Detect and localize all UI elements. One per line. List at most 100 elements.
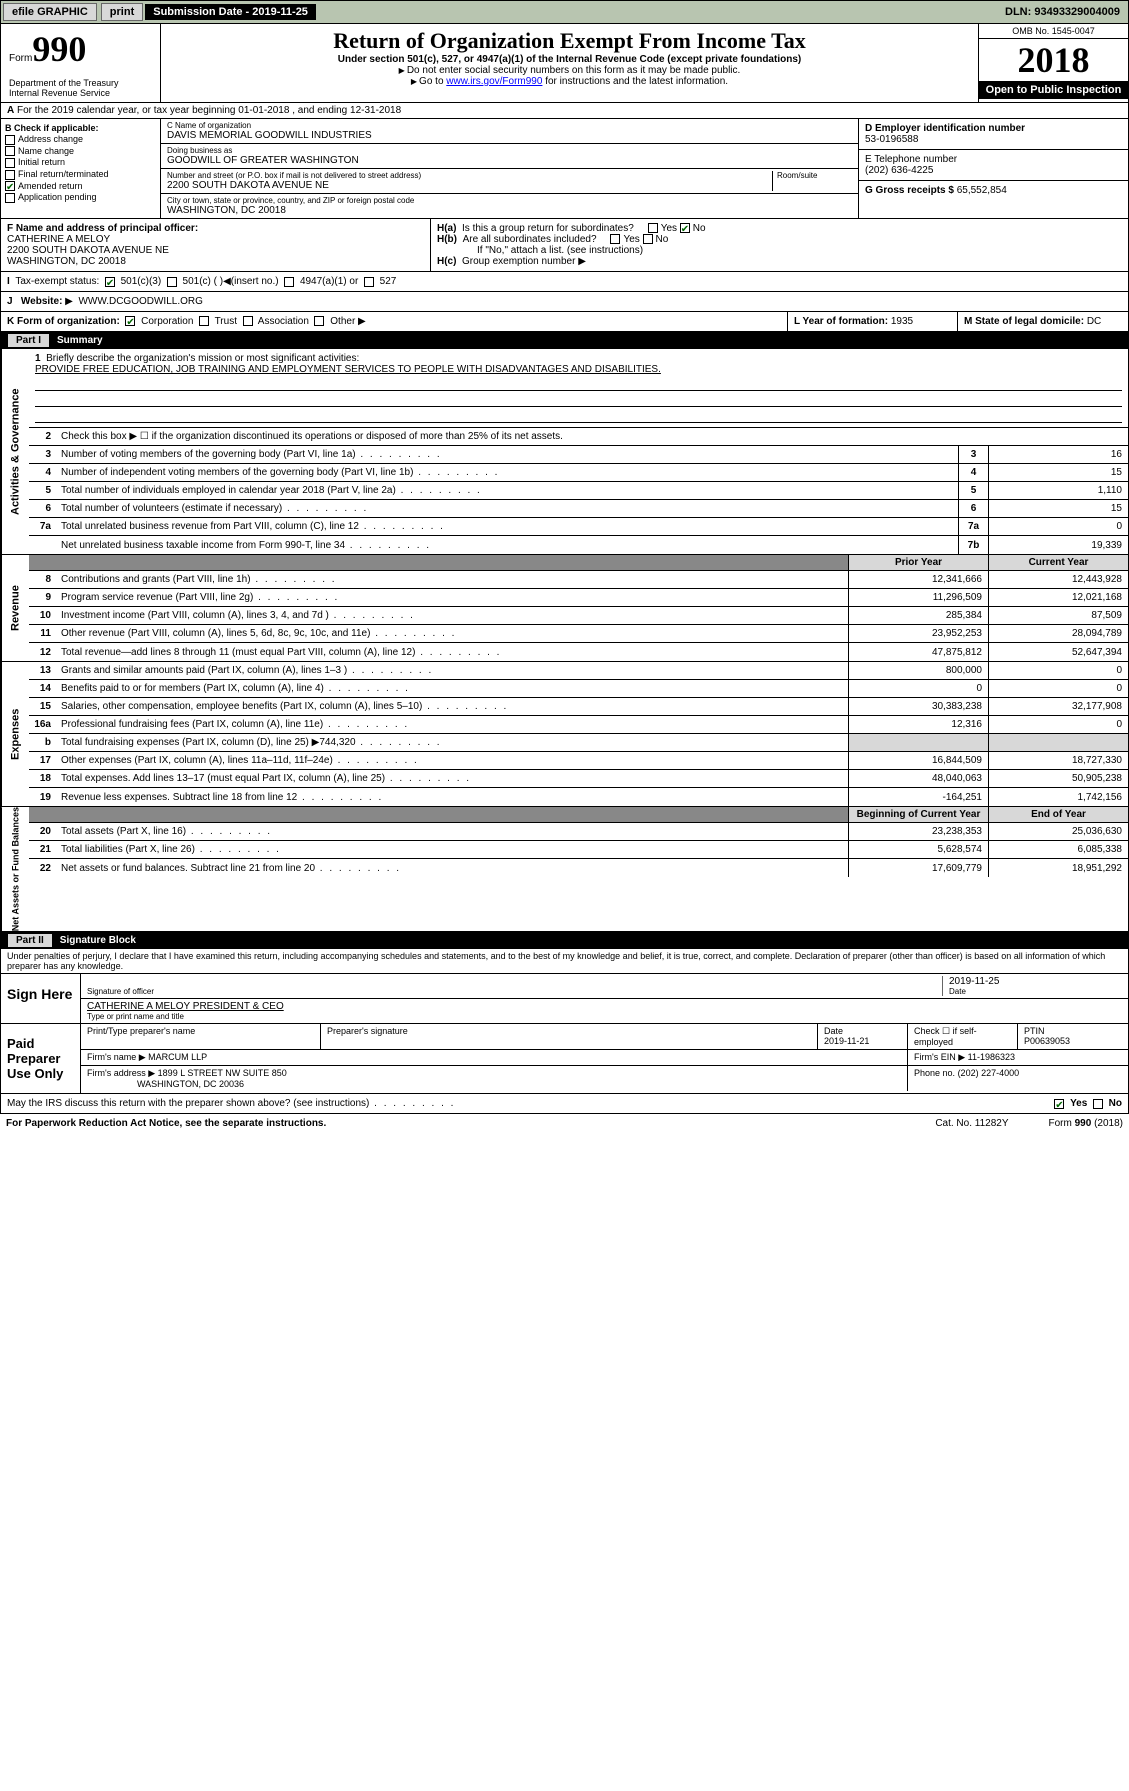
line-a: A For the 2019 calendar year, or tax yea…: [0, 103, 1129, 119]
firm-phone: (202) 227-4000: [958, 1068, 1020, 1078]
open-inspection: Open to Public Inspection: [979, 81, 1128, 99]
prep-name-header: Print/Type preparer's name: [81, 1024, 321, 1049]
head-prior: Prior Year: [848, 555, 988, 570]
part1-title: Summary: [57, 335, 103, 346]
ptin-value: P00639053: [1024, 1036, 1070, 1046]
check-501c[interactable]: [167, 277, 177, 287]
summary-line: 14Benefits paid to or for members (Part …: [29, 680, 1128, 698]
tax-status-label: Tax-exempt status:: [15, 276, 99, 287]
section-b: B Check if applicable: Address change Na…: [1, 119, 161, 218]
m-label: M State of legal domicile:: [964, 316, 1084, 327]
footer: For Paperwork Reduction Act Notice, see …: [0, 1114, 1129, 1133]
website-row: J Website: ▶ WWW.DCGOODWILL.ORG: [0, 292, 1129, 312]
street-address: 2200 SOUTH DAKOTA AVENUE NE: [167, 180, 772, 191]
website-label: Website:: [21, 296, 63, 307]
part2-header: Part II Signature Block: [0, 932, 1129, 949]
form-label: Form: [9, 53, 32, 64]
summary-line: 12Total revenue—add lines 8 through 11 (…: [29, 643, 1128, 661]
phone-label: E Telephone number: [865, 154, 1122, 165]
preparer-block: Paid Preparer Use Only Print/Type prepar…: [0, 1024, 1129, 1094]
gross-label: G Gross receipts $: [865, 185, 954, 196]
hb-text: Are all subordinates included?: [463, 234, 597, 245]
part2-title: Signature Block: [60, 935, 136, 946]
check-address[interactable]: Address change: [5, 134, 156, 145]
summary-line: 3Number of voting members of the governi…: [29, 446, 1128, 464]
check-other[interactable]: [314, 316, 324, 326]
discuss-row: May the IRS discuss this return with the…: [0, 1094, 1129, 1114]
officer-city: WASHINGTON, DC 20018: [7, 256, 424, 267]
part1-num: Part I: [8, 334, 49, 347]
omb-number: OMB No. 1545-0047: [979, 24, 1128, 39]
sig-date-label: Date: [949, 987, 1122, 996]
discuss-text: May the IRS discuss this return with the…: [7, 1098, 455, 1109]
check-assoc[interactable]: [243, 316, 253, 326]
name-label: C Name of organization: [167, 121, 852, 130]
website-value: WWW.DCGOODWILL.ORG: [78, 296, 202, 307]
check-amended[interactable]: Amended return: [5, 181, 156, 192]
summary-line: 6Total number of volunteers (estimate if…: [29, 500, 1128, 518]
check-trust[interactable]: [199, 316, 209, 326]
officer-name: CATHERINE A MELOY: [7, 234, 424, 245]
ha-text: Is this a group return for subordinates?: [462, 223, 634, 234]
form-header: Form990 Department of the TreasuryIntern…: [0, 24, 1129, 103]
perjury-text: Under penalties of perjury, I declare th…: [0, 949, 1129, 974]
efile-button[interactable]: efile GRAPHIC: [3, 3, 97, 21]
l1-label: Briefly describe the organization's miss…: [46, 353, 359, 364]
k-label: K Form of organization:: [7, 316, 120, 327]
check-501c3[interactable]: [105, 277, 115, 287]
expenses-section: Expenses 13Grants and similar amounts pa…: [0, 662, 1129, 807]
print-button[interactable]: print: [101, 3, 143, 21]
officer-row: F Name and address of principal officer:…: [0, 219, 1129, 272]
head-current: Current Year: [988, 555, 1128, 570]
summary-line: 7aTotal unrelated business revenue from …: [29, 518, 1128, 536]
discuss-no[interactable]: [1093, 1099, 1103, 1109]
opt-501c: 501(c) ( ): [183, 276, 224, 287]
side-netassets: Net Assets or Fund Balances: [1, 807, 29, 931]
discuss-yes[interactable]: [1054, 1099, 1064, 1109]
ein-label: D Employer identification number: [865, 123, 1122, 134]
check-name[interactable]: Name change: [5, 146, 156, 157]
hc-text: Group exemption number: [462, 256, 575, 267]
gross-value: 65,552,854: [957, 185, 1007, 196]
check-pending[interactable]: Application pending: [5, 192, 156, 203]
side-revenue: Revenue: [1, 555, 29, 661]
check-corp[interactable]: [125, 316, 135, 326]
section-b-title: B Check if applicable:: [5, 123, 156, 133]
paid-preparer-label: Paid Preparer Use Only: [1, 1024, 81, 1093]
hb-note: If "No," attach a list. (see instruction…: [437, 245, 1122, 256]
check-527[interactable]: [364, 277, 374, 287]
m-value: DC: [1087, 316, 1101, 327]
form-subtitle: Under section 501(c), 527, or 4947(a)(1)…: [165, 54, 974, 65]
check-initial[interactable]: Initial return: [5, 157, 156, 168]
dln: DLN: 93493329004009: [997, 4, 1128, 20]
head-end: End of Year: [988, 807, 1128, 822]
part2-num: Part II: [8, 934, 52, 947]
summary-line: 21Total liabilities (Part X, line 26)5,6…: [29, 841, 1128, 859]
k-row: K Form of organization: Corporation Trus…: [0, 312, 1129, 332]
form-title: Return of Organization Exempt From Incom…: [165, 28, 974, 54]
summary-line: 8Contributions and grants (Part VIII, li…: [29, 571, 1128, 589]
irs-link[interactable]: www.irs.gov/Form990: [446, 76, 542, 87]
l-value: 1935: [891, 316, 913, 327]
firm-city: WASHINGTON, DC 20036: [137, 1079, 244, 1089]
note-ssn: Do not enter social security numbers on …: [165, 65, 974, 76]
sig-name: CATHERINE A MELOY PRESIDENT & CEO: [87, 1001, 1122, 1012]
city-label: City or town, state or province, country…: [167, 196, 852, 205]
opt-4947: 4947(a)(1) or: [300, 276, 358, 287]
firm-name: MARCUM LLP: [148, 1052, 207, 1062]
mission-text: PROVIDE FREE EDUCATION, JOB TRAINING AND…: [35, 364, 661, 375]
summary-line: 15Salaries, other compensation, employee…: [29, 698, 1128, 716]
governance-section: Activities & Governance 1 Briefly descri…: [0, 349, 1129, 555]
check-4947[interactable]: [284, 277, 294, 287]
check-final[interactable]: Final return/terminated: [5, 169, 156, 180]
officer-label: F Name and address of principal officer:: [7, 223, 424, 234]
summary-line: Net unrelated business taxable income fr…: [29, 536, 1128, 554]
summary-line: bTotal fundraising expenses (Part IX, co…: [29, 734, 1128, 752]
summary-line: 16aProfessional fundraising fees (Part I…: [29, 716, 1128, 734]
note-goto-pre: Go to: [411, 76, 446, 87]
officer-addr: 2200 SOUTH DAKOTA AVENUE NE: [7, 245, 424, 256]
opt-527: 527: [380, 276, 397, 287]
right-column: D Employer identification number53-01965…: [858, 119, 1128, 218]
dba-name: GOODWILL OF GREATER WASHINGTON: [167, 155, 852, 166]
sig-officer-label: Signature of officer: [87, 987, 942, 996]
